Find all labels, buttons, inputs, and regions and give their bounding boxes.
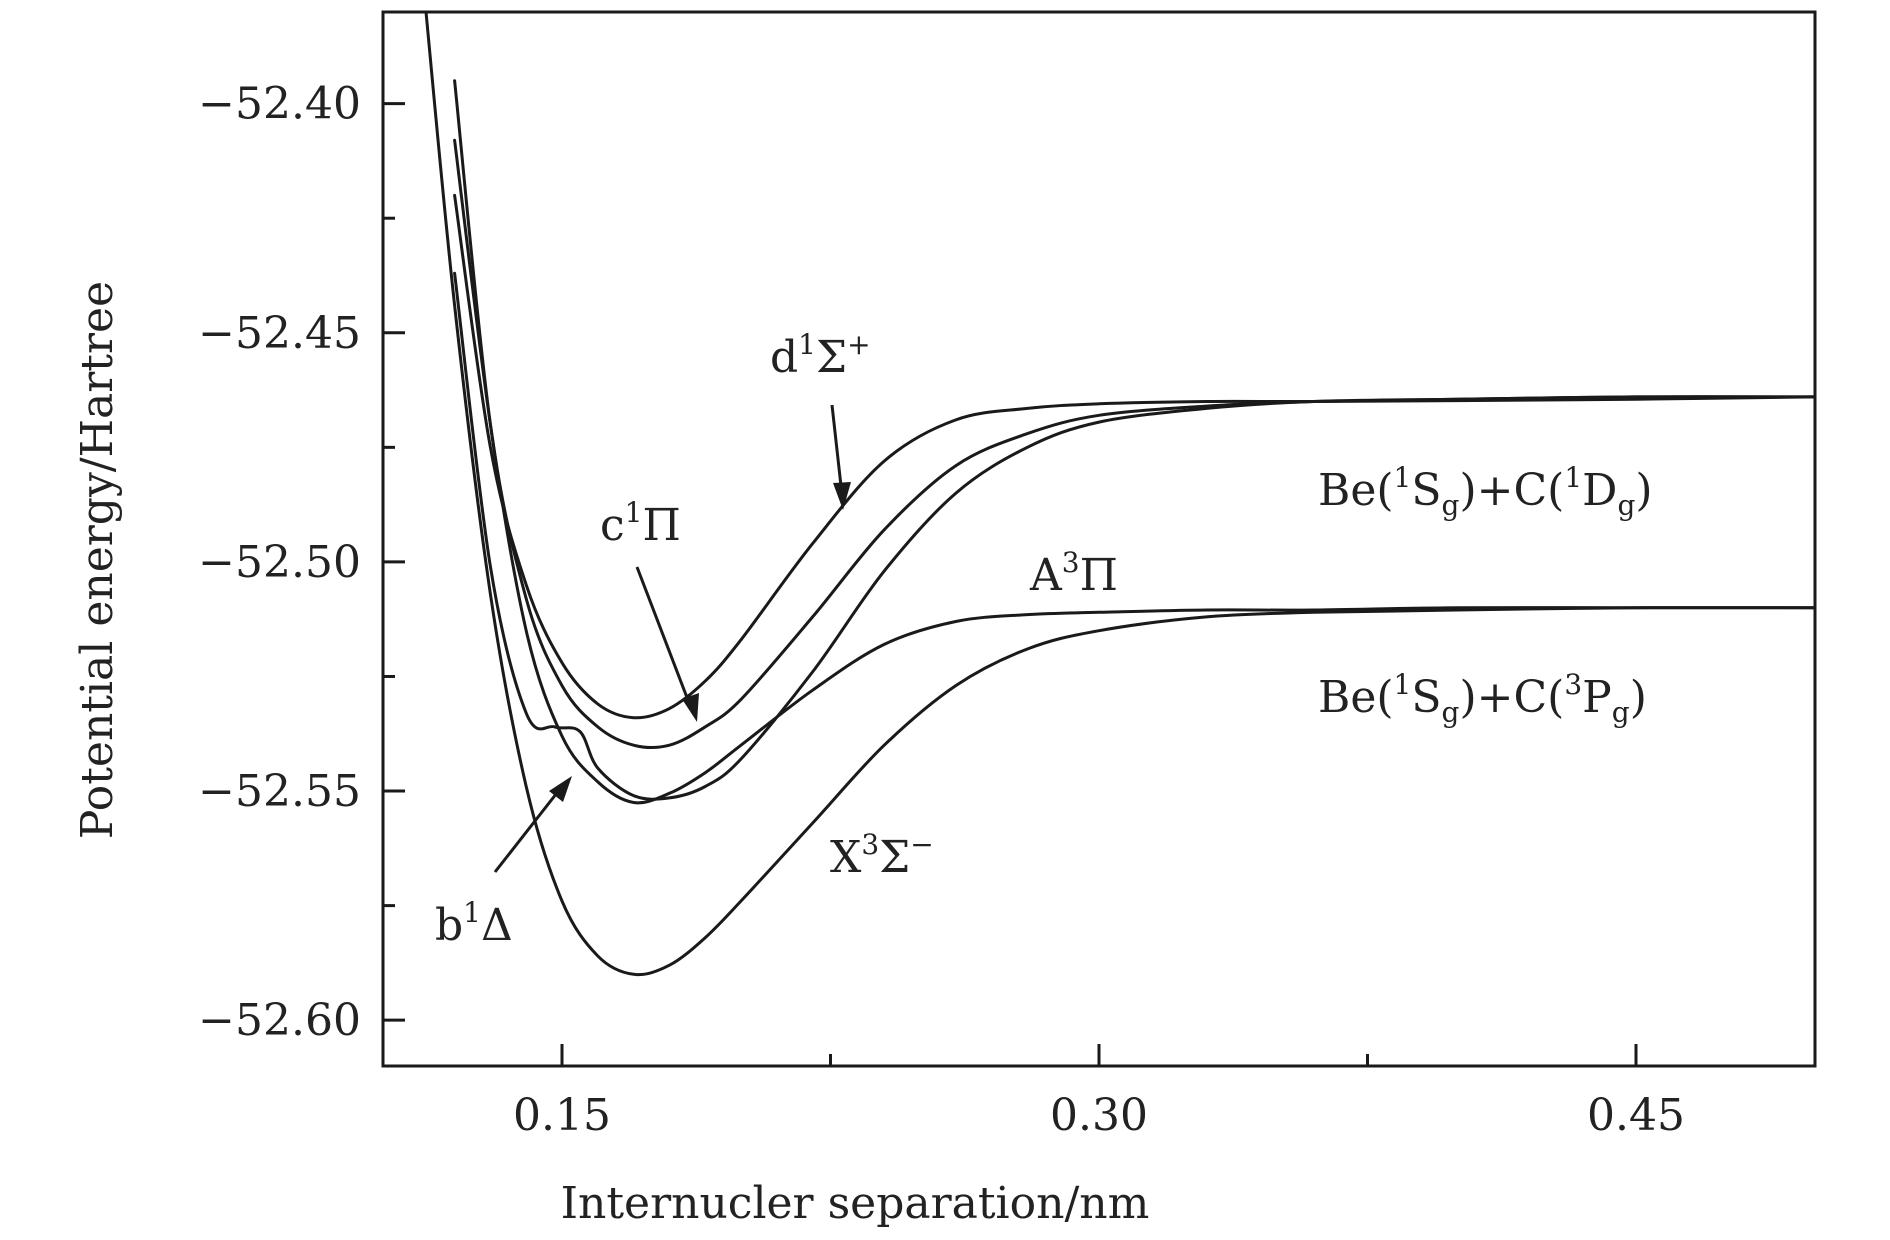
series-d1sigma: [453, 193, 1815, 720]
arrowhead-b1delta: [549, 776, 572, 802]
series-x3sigma: [424, 12, 1815, 977]
series-a3pi: [453, 138, 1815, 805]
series-layer: [424, 12, 1815, 977]
y-tick-label: −52.50: [198, 537, 361, 588]
x-axis-ticks: 0.15 0.30 0.45: [513, 1044, 1685, 1141]
y-tick-label: −52.40: [198, 79, 361, 130]
annotation-b1delta: b1Δ: [435, 896, 513, 951]
annotation-c1pi: c1Π: [600, 496, 681, 551]
arrowhead-d1sigma: [833, 482, 851, 510]
annotation-x3sigma: X3Σ−: [830, 828, 934, 883]
y-axis-label: Potential energy/Hartree: [72, 281, 123, 839]
arrow-d1sigma: [830, 404, 844, 496]
series-c1pi: [453, 79, 1815, 750]
x-tick-label: 0.45: [1587, 1090, 1685, 1141]
arrow-c1pi: [635, 566, 693, 709]
x-tick-label: 0.30: [1050, 1090, 1148, 1141]
y-tick-label: −52.55: [198, 766, 361, 817]
x-axis-label: Internucler separation/nm: [561, 1178, 1150, 1229]
arrow-b1delta: [493, 788, 562, 873]
x-tick-label: 0.15: [513, 1090, 611, 1141]
asymptote-label-3p: Be(1Sg)+C(3Pg): [1318, 668, 1647, 729]
annotation-d1sigma: d1Σ+: [770, 328, 871, 383]
y-tick-label: −52.60: [198, 995, 361, 1046]
annotation-a3pi: A3Π: [1029, 546, 1118, 601]
asymptote-label-1d: Be(1Sg)+C(1Dg): [1318, 461, 1653, 522]
y-axis-ticks: −52.40 −52.45 −52.50 −52.55 −52.60: [198, 79, 405, 1046]
plot-frame: [381, 10, 1817, 1068]
arrowhead-c1pi: [682, 693, 699, 722]
y-tick-label: −52.45: [198, 308, 361, 359]
